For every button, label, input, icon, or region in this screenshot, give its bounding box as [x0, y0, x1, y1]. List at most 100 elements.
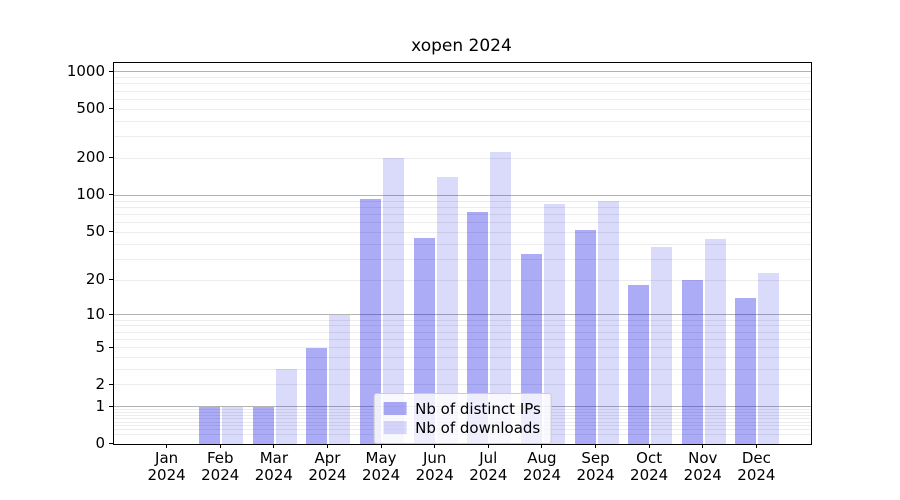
- x-tick-label-line: Jun: [422, 449, 447, 467]
- x-tick-label-line: Feb: [206, 449, 234, 467]
- bar-downloads: [436, 177, 458, 444]
- x-tick-mark: [273, 444, 275, 448]
- x-tick-mark: [541, 444, 543, 448]
- bar-distinct-ips: [306, 347, 328, 444]
- x-tick-mark: [434, 444, 436, 448]
- y-tick-label: 100: [76, 185, 105, 204]
- y-tick-mark: [109, 194, 113, 196]
- y-tick-label: 5: [95, 337, 105, 356]
- x-tick-label: Feb 2024: [192, 450, 248, 484]
- bar-distinct-ips: [628, 285, 650, 444]
- x-tick-label: Dec 2024: [728, 450, 784, 484]
- gridline-minor: [114, 90, 811, 92]
- gridline-minor: [114, 356, 811, 358]
- legend-swatch-distinct-ips-icon: [383, 402, 407, 415]
- gridline-minor: [114, 77, 811, 79]
- x-tick-mark: [487, 444, 489, 448]
- gridline-minor: [114, 98, 811, 100]
- x-tick-label-line: Nov: [688, 449, 718, 467]
- x-tick-label-line: Mar: [259, 449, 288, 467]
- x-tick-label-line: 2024: [415, 466, 454, 484]
- gridline-minor: [114, 325, 811, 327]
- bar-downloads: [275, 369, 297, 444]
- y-tick-mark: [109, 313, 113, 315]
- x-tick-label-line: Sep: [581, 449, 610, 467]
- x-tick-label-line: Jul: [479, 449, 498, 467]
- x-tick-label-line: 2024: [361, 466, 401, 484]
- gridline-minor: [114, 206, 811, 208]
- y-tick-label: 2: [95, 374, 105, 393]
- bar-distinct-ips: [199, 406, 221, 444]
- x-tick-mark: [219, 444, 221, 448]
- bar-downloads: [651, 246, 673, 444]
- bar-downloads: [597, 201, 619, 444]
- chart-title: xopen 2024: [411, 36, 512, 56]
- y-tick-mark: [109, 108, 113, 110]
- x-tick-label: Jun 2024: [407, 450, 463, 484]
- gridline-major: [114, 71, 811, 73]
- bar-distinct-ips: [735, 298, 757, 444]
- gridline-minor: [114, 243, 811, 245]
- x-tick-label-line: 2024: [683, 466, 722, 484]
- legend-label-distinct-ips: Nb of distinct IPs: [415, 399, 541, 418]
- legend-swatch-downloads-icon: [383, 421, 407, 434]
- y-tick-label: 200: [76, 148, 105, 167]
- y-tick-mark: [109, 346, 113, 348]
- x-tick-label-line: 2024: [737, 466, 776, 484]
- bar-distinct-ips: [574, 230, 596, 444]
- y-tick-label: 50: [85, 222, 105, 241]
- gridline-major: [114, 314, 811, 316]
- gridline-minor: [114, 157, 811, 159]
- legend-label-downloads: Nb of downloads: [415, 418, 541, 437]
- gridline-minor: [114, 136, 811, 138]
- x-tick-label-line: 2024: [201, 466, 240, 484]
- gridline-minor: [114, 319, 811, 321]
- gridline-minor: [114, 384, 811, 386]
- x-tick-label: Nov 2024: [675, 450, 731, 484]
- y-tick-label: 500: [76, 99, 105, 118]
- x-tick-mark: [595, 444, 597, 448]
- legend-row-distinct-ips: Nb of distinct IPs: [383, 399, 541, 418]
- x-tick-label-line: Aug: [527, 449, 557, 467]
- gridline-minor: [114, 231, 811, 233]
- x-tick-label: Jan 2024: [139, 450, 195, 484]
- gridline-minor: [114, 258, 811, 260]
- y-tick-mark: [109, 231, 113, 233]
- legend-row-downloads: Nb of downloads: [383, 418, 541, 437]
- gridline-major: [114, 194, 811, 196]
- x-tick-label-line: 2024: [254, 466, 293, 484]
- x-tick-label-line: May: [365, 449, 397, 467]
- bar-downloads: [222, 406, 244, 444]
- bar-downloads: [383, 158, 405, 444]
- x-tick-label: Apr 2024: [299, 450, 355, 484]
- x-tick-label-line: Jan: [155, 449, 179, 467]
- bar-distinct-ips: [413, 237, 435, 444]
- gridline-minor: [114, 83, 811, 85]
- x-tick-mark: [702, 444, 704, 448]
- x-tick-mark: [166, 444, 168, 448]
- bar-downloads: [704, 239, 726, 444]
- x-tick-label: Mar 2024: [246, 450, 302, 484]
- y-tick-mark: [109, 279, 113, 281]
- x-tick-label: Sep 2024: [568, 450, 624, 484]
- x-tick-label: Aug 2024: [514, 450, 570, 484]
- gridline-minor: [114, 120, 811, 122]
- gridline-minor: [114, 108, 811, 110]
- y-tick-label: 0: [95, 434, 105, 452]
- gridline-minor: [114, 279, 811, 281]
- bar-downloads: [490, 152, 512, 444]
- x-tick-label-line: 2024: [522, 466, 562, 484]
- y-tick-mark: [109, 443, 113, 444]
- gridline-minor: [114, 213, 811, 215]
- x-tick-label: Oct 2024: [621, 450, 677, 484]
- gridline-minor: [114, 368, 811, 370]
- gridline-minor: [114, 331, 811, 333]
- x-tick-label-line: 2024: [147, 466, 186, 484]
- y-tick-mark: [109, 405, 113, 407]
- x-tick-mark: [755, 444, 757, 448]
- x-tick-label-line: 2024: [576, 466, 615, 484]
- y-tick-mark: [109, 157, 113, 159]
- legend: Nb of distinct IPs Nb of downloads: [373, 393, 552, 444]
- bar-downloads: [329, 314, 351, 444]
